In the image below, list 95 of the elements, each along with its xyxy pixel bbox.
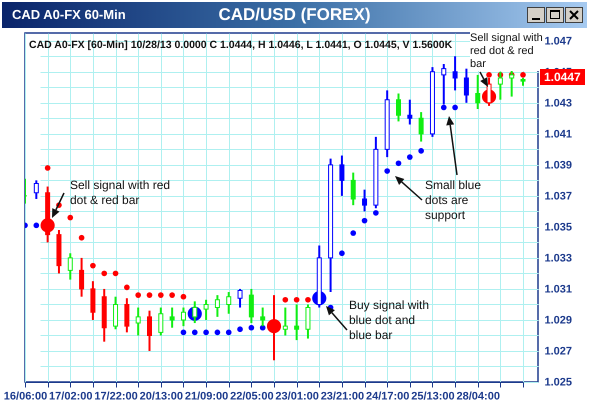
point (396, 160, 402, 166)
point (486, 72, 492, 78)
point (169, 292, 175, 298)
candlestick (214, 294, 220, 318)
candlestick (113, 296, 118, 330)
x-tick-label: 25/13:00 (411, 390, 455, 402)
point (373, 210, 379, 216)
candlestick (464, 68, 469, 104)
candlestick (282, 306, 288, 336)
candlestick (407, 98, 412, 126)
point (406, 154, 413, 160)
point (452, 104, 458, 110)
y-tick-label: 1.039 (544, 159, 572, 172)
point (260, 324, 266, 331)
text: CAD A0-FX 60-Min (12, 7, 126, 22)
point (146, 292, 152, 298)
y-tick-label: 1.029 (544, 314, 572, 326)
point (226, 330, 232, 336)
y-tick-label: 1.041 (544, 128, 572, 140)
candlestick (226, 291, 232, 315)
point (237, 326, 243, 332)
point (124, 284, 130, 290)
chart-title: CAD/USD (FOREX) (218, 5, 371, 24)
candlestick (68, 252, 73, 281)
x-tick-label: 24/17:00 (366, 390, 410, 402)
candlestick (147, 310, 152, 352)
x-tick-label: 22/05:00 (230, 390, 274, 402)
point (362, 218, 368, 224)
candlestick (158, 306, 164, 336)
annotation: CAD A0-FX [60-Min] 10/28/13 0.0000 C 1.0444, H 1.0446, L 1.0441, O 1.0445, V 1.5600K (29, 38, 452, 53)
y-tick-label: 1.031 (544, 283, 572, 296)
y-tick-label: 1.043 (544, 97, 572, 110)
y-tick-label: 1.035 (544, 221, 572, 234)
point (78, 234, 84, 241)
candlestick (248, 288, 254, 324)
point (101, 270, 108, 276)
candlestick (475, 74, 480, 110)
point (158, 292, 164, 298)
candlestick (180, 306, 186, 328)
point (384, 168, 390, 174)
x-tick-label: 17/22:00 (94, 390, 138, 402)
point (282, 296, 288, 303)
annotation: Small blue dots are support (425, 178, 482, 223)
point (440, 104, 447, 110)
annotation: Sell signal with red dot & red bar (70, 178, 172, 208)
candlestick (294, 303, 300, 342)
point (203, 330, 209, 336)
candlestick (339, 154, 344, 197)
annotation: Buy signal with blue dot and blue bar (349, 298, 430, 343)
x-tick-label: 20/13:00 (140, 390, 184, 402)
candlestick (350, 172, 356, 206)
candlestick (305, 303, 310, 340)
point (112, 270, 118, 276)
candlestick (238, 288, 243, 309)
x-tick-label: 16/06:00 (4, 390, 48, 402)
candlestick (79, 256, 84, 298)
x-tick-label: 23/01:00 (275, 390, 319, 402)
candlestick (90, 280, 96, 321)
point (305, 296, 311, 303)
candlestick (124, 297, 130, 334)
candlestick (362, 188, 368, 212)
point (520, 72, 526, 78)
point (192, 330, 198, 336)
x-tick-label: 21/09:00 (184, 390, 228, 402)
point (135, 292, 142, 298)
point (180, 330, 186, 336)
point (248, 324, 254, 331)
y-tick-label: 1.027 (544, 345, 572, 358)
candlestick (418, 111, 424, 143)
candlestick (136, 306, 141, 336)
point (294, 296, 300, 303)
x-tick-label: 17/02:00 (49, 390, 92, 402)
point (214, 330, 220, 336)
point (418, 148, 424, 154)
y-tick-label: 1.037 (544, 190, 572, 202)
point (33, 222, 40, 228)
text: 1.0447 (540, 69, 585, 85)
point (90, 262, 96, 268)
candlestick (170, 306, 175, 329)
y-tick-label: 1.047 (544, 35, 572, 48)
point (44, 165, 50, 171)
candlestick (396, 92, 401, 122)
candlestick (34, 179, 39, 200)
point (67, 214, 74, 220)
annotation: Sell signal with red dot & red bar (470, 32, 544, 71)
x-tick-label: 28/04:00 (456, 390, 500, 402)
y-tick-label: 1.025 (544, 376, 572, 388)
point (180, 294, 186, 300)
candlestick (204, 298, 209, 321)
candlestick (192, 300, 198, 324)
point (339, 250, 345, 256)
point (350, 230, 356, 236)
y-tick-label: 1.033 (544, 252, 572, 264)
candlestick (452, 55, 458, 92)
x-tick-label: 23/21:00 (320, 390, 364, 402)
